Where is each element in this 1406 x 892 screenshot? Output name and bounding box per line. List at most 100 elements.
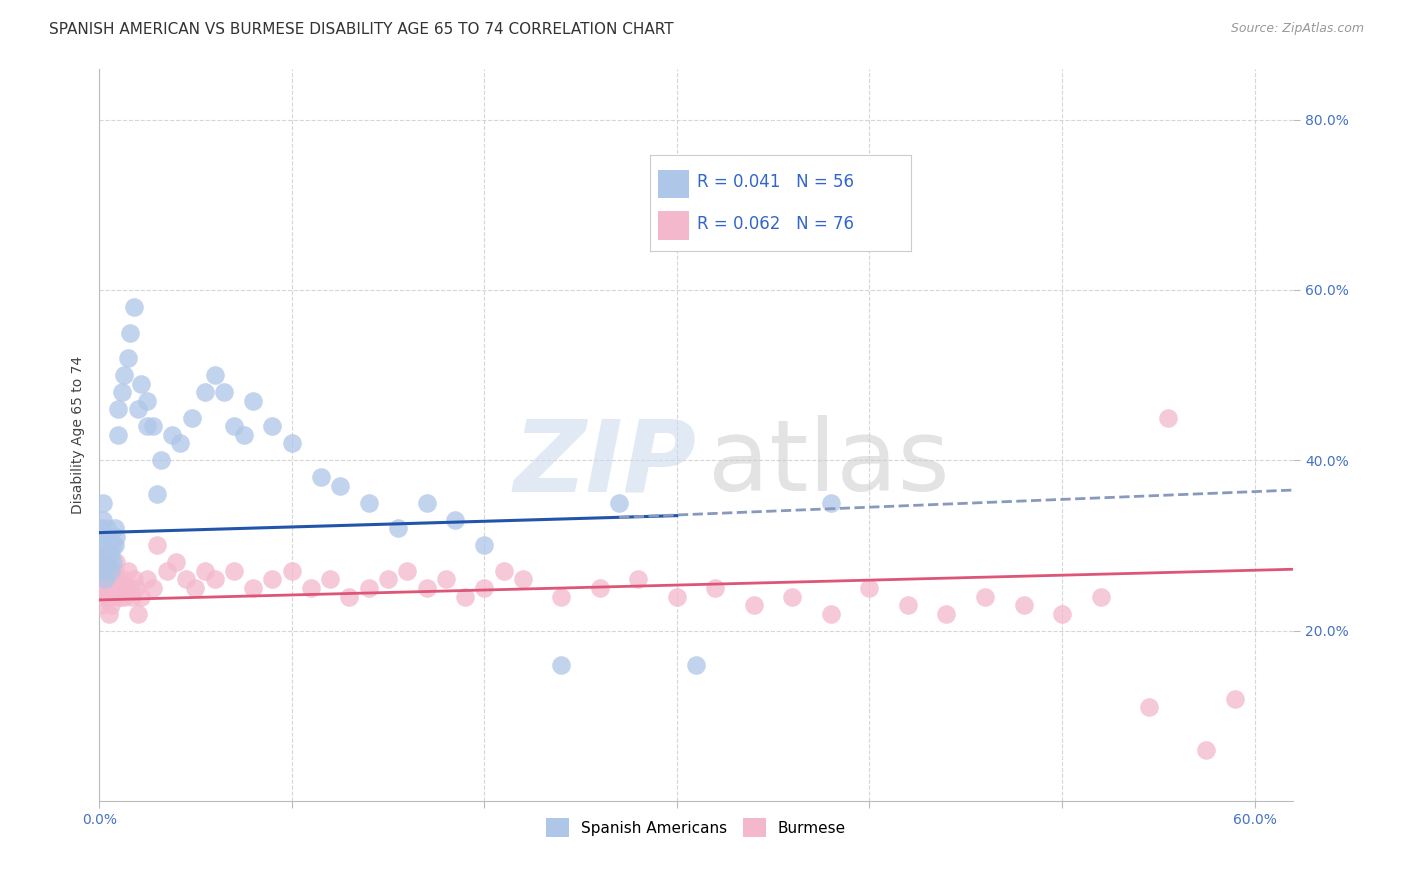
Point [121, 590, 143, 604]
Point [415, 581, 437, 595]
Point [512, 573, 534, 587]
Point [117, 351, 139, 365]
Point [434, 573, 457, 587]
Point [194, 385, 217, 400]
Point [97, 556, 120, 570]
Point [280, 436, 302, 450]
Point [91, 590, 114, 604]
Point [117, 564, 139, 578]
Point [94, 538, 117, 552]
Point [122, 573, 145, 587]
Point [222, 419, 245, 434]
Point [262, 573, 284, 587]
Point [122, 300, 145, 314]
Point [1157, 410, 1180, 425]
Point [204, 573, 226, 587]
Point [1012, 598, 1035, 612]
Point [96, 573, 118, 587]
Point [897, 598, 920, 612]
Point [91, 496, 114, 510]
Point [492, 564, 515, 578]
Point [105, 556, 128, 570]
Point [103, 538, 125, 552]
FancyBboxPatch shape [658, 211, 689, 240]
Point [180, 410, 202, 425]
Point [94, 573, 117, 587]
Point [101, 590, 124, 604]
Point [820, 607, 842, 621]
Point [136, 393, 159, 408]
Point [204, 368, 226, 383]
Point [103, 521, 125, 535]
Point [935, 607, 957, 621]
Point [142, 581, 165, 595]
Point [146, 487, 169, 501]
Point [96, 521, 118, 535]
Point [127, 607, 149, 621]
Point [454, 590, 477, 604]
Point [91, 564, 114, 578]
Point [107, 581, 129, 595]
Point [222, 564, 245, 578]
Point [149, 453, 172, 467]
Point [90, 564, 112, 578]
Point [103, 581, 125, 595]
Point [96, 547, 118, 561]
Point [90, 521, 112, 535]
Point [169, 436, 191, 450]
Point [125, 581, 148, 595]
Point [91, 513, 114, 527]
Point [97, 590, 120, 604]
Point [155, 564, 177, 578]
Point [97, 607, 120, 621]
Point [1225, 691, 1247, 706]
Point [184, 581, 207, 595]
Point [101, 573, 124, 587]
Point [627, 573, 650, 587]
Point [319, 573, 342, 587]
Point [550, 590, 572, 604]
Text: ZIP: ZIP [513, 416, 696, 513]
Point [214, 385, 236, 400]
Point [115, 581, 138, 595]
Point [607, 496, 630, 510]
Text: R = 0.062   N = 76: R = 0.062 N = 76 [697, 215, 853, 234]
Point [90, 556, 112, 570]
Point [550, 657, 572, 672]
Point [280, 564, 302, 578]
Point [110, 590, 132, 604]
Point [94, 581, 117, 595]
Point [357, 496, 380, 510]
Point [396, 564, 419, 578]
Point [91, 573, 114, 587]
Point [299, 581, 322, 595]
Point [97, 530, 120, 544]
Point [357, 581, 380, 595]
Point [105, 530, 128, 544]
Point [112, 368, 135, 383]
Point [174, 573, 197, 587]
Point [415, 496, 437, 510]
Point [820, 496, 842, 510]
Point [262, 419, 284, 434]
Point [472, 538, 495, 552]
Text: atlas: atlas [709, 416, 949, 513]
Text: Source: ZipAtlas.com: Source: ZipAtlas.com [1230, 22, 1364, 36]
Point [118, 326, 141, 340]
Point [100, 547, 122, 561]
Point [136, 573, 159, 587]
Point [329, 479, 352, 493]
Point [94, 564, 117, 578]
Point [242, 581, 264, 595]
Point [194, 564, 217, 578]
Point [974, 590, 997, 604]
Point [136, 419, 159, 434]
Point [685, 657, 707, 672]
Point [1137, 700, 1160, 714]
Point [107, 427, 129, 442]
Y-axis label: Disability Age 65 to 74: Disability Age 65 to 74 [72, 356, 86, 514]
FancyBboxPatch shape [658, 169, 689, 198]
Point [242, 393, 264, 408]
Point [665, 590, 688, 604]
Point [111, 385, 134, 400]
